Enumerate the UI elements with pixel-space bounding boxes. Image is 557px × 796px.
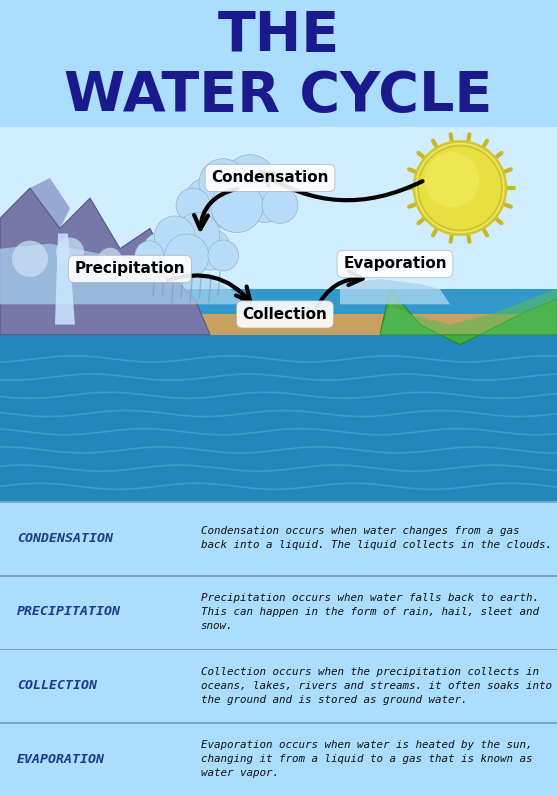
Text: CONDENSATION: CONDENSATION xyxy=(17,532,113,544)
Text: PRECIPITATION: PRECIPITATION xyxy=(17,606,121,618)
Circle shape xyxy=(414,142,506,235)
Circle shape xyxy=(176,188,210,222)
Circle shape xyxy=(154,216,195,257)
Circle shape xyxy=(241,174,289,222)
Circle shape xyxy=(190,228,231,270)
Polygon shape xyxy=(380,289,557,345)
Circle shape xyxy=(56,237,84,266)
Circle shape xyxy=(208,240,238,271)
Polygon shape xyxy=(0,304,557,334)
Circle shape xyxy=(224,154,276,207)
Circle shape xyxy=(165,234,209,279)
Circle shape xyxy=(143,232,180,270)
Text: Collection: Collection xyxy=(242,307,328,322)
Circle shape xyxy=(424,152,480,208)
Circle shape xyxy=(262,187,298,224)
Text: WATER CYCLE: WATER CYCLE xyxy=(64,68,493,123)
Text: Condensation occurs when water changes from a gas
back into a liquid. The liquid: Condensation occurs when water changes f… xyxy=(201,526,551,550)
Text: Evaporation occurs when water is heated by the sun,
changing it from a liquid to: Evaporation occurs when water is heated … xyxy=(201,740,532,778)
Circle shape xyxy=(185,178,229,222)
Circle shape xyxy=(199,158,247,207)
Polygon shape xyxy=(340,279,450,304)
Circle shape xyxy=(12,240,48,277)
Circle shape xyxy=(98,248,122,272)
Text: Precipitation occurs when water falls back to earth.
This can happen in the form: Precipitation occurs when water falls ba… xyxy=(201,593,539,631)
Circle shape xyxy=(211,180,263,232)
Circle shape xyxy=(175,213,220,257)
Polygon shape xyxy=(0,188,210,334)
Text: Precipitation: Precipitation xyxy=(75,261,185,276)
Polygon shape xyxy=(55,233,75,325)
Text: Evaporation: Evaporation xyxy=(343,256,447,271)
Polygon shape xyxy=(0,304,557,501)
Polygon shape xyxy=(0,127,557,501)
Text: EVAPORATION: EVAPORATION xyxy=(17,753,105,766)
Circle shape xyxy=(418,146,502,231)
Polygon shape xyxy=(0,289,557,314)
Polygon shape xyxy=(380,289,557,334)
Polygon shape xyxy=(0,244,240,304)
Circle shape xyxy=(161,230,209,278)
Text: Condensation: Condensation xyxy=(211,170,329,185)
Circle shape xyxy=(135,241,164,270)
Text: THE: THE xyxy=(217,9,340,63)
Text: Collection occurs when the precipitation collects in
oceans, lakes, rivers and s: Collection occurs when the precipitation… xyxy=(201,666,551,704)
Circle shape xyxy=(207,175,263,232)
Polygon shape xyxy=(30,178,70,228)
Polygon shape xyxy=(165,259,185,279)
Text: COLLECTION: COLLECTION xyxy=(17,679,97,692)
